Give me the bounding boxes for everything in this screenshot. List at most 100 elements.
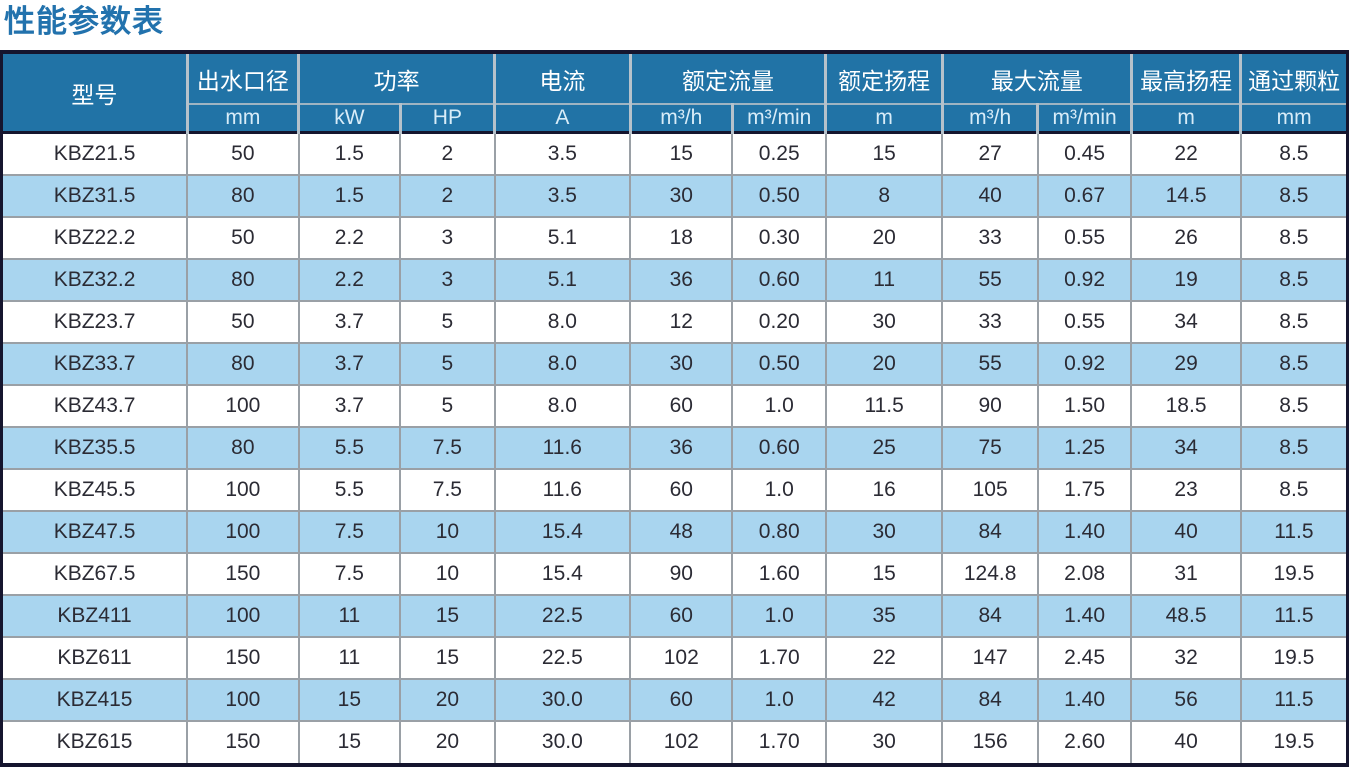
value-cell: 35 xyxy=(825,593,944,637)
value-cell: 2.2 xyxy=(298,257,402,301)
value-cell: 90 xyxy=(942,383,1039,427)
value-cell: 22.5 xyxy=(494,635,632,679)
value-cell: 15 xyxy=(298,719,402,763)
value-cell: 102 xyxy=(630,719,734,763)
value-cell: 15 xyxy=(825,551,944,595)
value-cell: 102 xyxy=(630,635,734,679)
value-cell: 2 xyxy=(400,173,496,217)
value-cell: 15 xyxy=(630,132,734,175)
value-cell: 124.8 xyxy=(942,551,1039,595)
unit-current-a: A xyxy=(494,103,632,133)
value-cell: 1.40 xyxy=(1037,509,1133,553)
value-cell: 30 xyxy=(825,719,944,763)
value-cell: 3.5 xyxy=(494,173,632,217)
value-cell: 5.5 xyxy=(298,425,402,469)
value-cell: 15 xyxy=(400,593,496,637)
page-title: 性能参数表 xyxy=(4,4,164,39)
table-body: KBZ21.5 50 1.5 2 3.5 15 0.25 15 27 0.45 22 8.5 KBZ31… xyxy=(3,132,1346,763)
value-cell: 60 xyxy=(630,467,734,511)
value-cell: 0.60 xyxy=(732,425,827,469)
value-cell: 23 xyxy=(1131,467,1242,511)
value-cell: 80 xyxy=(187,257,300,301)
value-cell: 60 xyxy=(630,383,734,427)
value-cell: 84 xyxy=(942,509,1039,553)
value-cell: 42 xyxy=(825,677,944,721)
model-cell: KBZ21.5 xyxy=(3,132,189,175)
header-model: 型号 xyxy=(3,54,189,133)
value-cell: 0.92 xyxy=(1037,341,1133,385)
value-cell: 50 xyxy=(187,299,300,343)
unit-rated-flow-m3h: m³/h xyxy=(630,103,734,133)
value-cell: 11.6 xyxy=(494,467,632,511)
value-cell: 5.5 xyxy=(298,467,402,511)
value-cell: 10 xyxy=(400,551,496,595)
table-row: KBZ45.5 100 5.5 7.5 11.6 60 1.0 16 105 1.75 23 8.5 xyxy=(3,467,1346,511)
value-cell: 0.55 xyxy=(1037,215,1133,259)
value-cell: 8.5 xyxy=(1240,215,1346,259)
value-cell: 75 xyxy=(942,425,1039,469)
unit-rated-flow-m3min: m³/min xyxy=(732,103,828,133)
value-cell: 60 xyxy=(630,593,734,637)
unit-max-flow-m3h: m³/h xyxy=(942,103,1040,133)
unit-max-flow-m3min: m³/min xyxy=(1037,103,1133,133)
value-cell: 30 xyxy=(630,173,734,217)
value-cell: 1.5 xyxy=(298,132,402,175)
value-cell: 30 xyxy=(825,509,944,553)
value-cell: 8.5 xyxy=(1240,173,1346,217)
unit-rated-head-m: m xyxy=(825,103,944,133)
value-cell: 11.5 xyxy=(1240,509,1346,553)
table-header: 型号 出水口径 功率 电流 额定流量 额定扬程 最大流量 最高扬程 通过颗粒 m… xyxy=(3,54,1346,133)
value-cell: 40 xyxy=(1131,719,1242,763)
value-cell: 16 xyxy=(825,467,944,511)
table-row: KBZ33.7 80 3.7 5 8.0 30 0.50 20 55 0.92 29 8.5 xyxy=(3,341,1346,385)
model-cell: KBZ33.7 xyxy=(3,341,189,385)
value-cell: 19.5 xyxy=(1240,719,1346,763)
value-cell: 2.60 xyxy=(1037,719,1133,763)
value-cell: 150 xyxy=(187,635,300,679)
value-cell: 1.0 xyxy=(732,593,827,637)
value-cell: 100 xyxy=(187,593,300,637)
value-cell: 0.92 xyxy=(1037,257,1133,301)
value-cell: 56 xyxy=(1131,677,1242,721)
value-cell: 19 xyxy=(1131,257,1242,301)
unit-power-hp: HP xyxy=(400,103,497,133)
value-cell: 105 xyxy=(942,467,1039,511)
value-cell: 90 xyxy=(630,551,734,595)
value-cell: 1.70 xyxy=(732,719,827,763)
value-cell: 11 xyxy=(825,257,944,301)
value-cell: 80 xyxy=(187,341,300,385)
value-cell: 0.30 xyxy=(732,215,827,259)
value-cell: 5 xyxy=(400,299,496,343)
value-cell: 18.5 xyxy=(1131,383,1242,427)
value-cell: 30 xyxy=(825,299,944,343)
value-cell: 80 xyxy=(187,173,300,217)
value-cell: 3 xyxy=(400,215,496,259)
value-cell: 8.5 xyxy=(1240,341,1346,385)
value-cell: 100 xyxy=(187,509,300,553)
value-cell: 22 xyxy=(825,635,944,679)
value-cell: 0.25 xyxy=(732,132,827,175)
model-cell: KBZ32.2 xyxy=(3,257,189,301)
model-cell: KBZ411 xyxy=(3,593,189,637)
value-cell: 2.08 xyxy=(1037,551,1133,595)
value-cell: 8.5 xyxy=(1240,257,1346,301)
value-cell: 22 xyxy=(1131,132,1242,175)
table-row: KBZ32.2 80 2.2 3 5.1 36 0.60 11 55 0.92 19 8.5 xyxy=(3,257,1346,301)
value-cell: 150 xyxy=(187,719,300,763)
model-cell: KBZ43.7 xyxy=(3,383,189,427)
header-unit-row: mm kW HP A m³/h m³/min m m³/h m³/min m m… xyxy=(3,103,1346,133)
unit-power-kw: kW xyxy=(298,103,402,133)
value-cell: 2 xyxy=(400,132,496,175)
value-cell: 1.0 xyxy=(732,383,827,427)
value-cell: 0.67 xyxy=(1037,173,1133,217)
value-cell: 7.5 xyxy=(400,425,496,469)
value-cell: 8.0 xyxy=(494,299,632,343)
table-row: KBZ22.2 50 2.2 3 5.1 18 0.30 20 33 0.55 26 8.5 xyxy=(3,215,1346,259)
value-cell: 1.50 xyxy=(1037,383,1133,427)
unit-max-head-m: m xyxy=(1131,103,1243,133)
header-rated-head: 额定扬程 xyxy=(825,54,944,104)
performance-table: 型号 出水口径 功率 电流 额定流量 额定扬程 最大流量 最高扬程 通过颗粒 m… xyxy=(3,54,1346,763)
model-cell: KBZ35.5 xyxy=(3,425,189,469)
header-power: 功率 xyxy=(298,54,497,104)
value-cell: 84 xyxy=(942,593,1039,637)
